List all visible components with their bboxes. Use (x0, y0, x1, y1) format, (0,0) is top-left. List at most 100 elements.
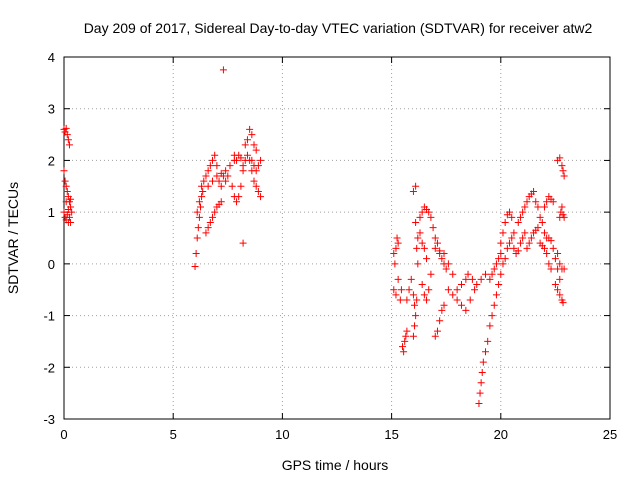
data-point (479, 358, 487, 366)
data-point (416, 229, 424, 237)
data-point (243, 136, 251, 144)
data-point (519, 208, 527, 216)
data-point (407, 275, 415, 283)
data-point (204, 167, 212, 175)
y-axis-label: SDTVAR / TECUs (5, 182, 21, 294)
data-point (397, 286, 405, 294)
data-point (534, 224, 542, 232)
data-point (250, 141, 258, 149)
data-point (449, 291, 457, 299)
data-point (62, 182, 70, 190)
y-tick-label: 0 (48, 257, 55, 272)
data-point (211, 208, 219, 216)
data-point (254, 162, 262, 170)
data-point (540, 244, 548, 252)
x-tick-label: 10 (275, 427, 289, 442)
data-point (547, 237, 555, 245)
data-point (440, 301, 448, 309)
data-point (427, 270, 435, 278)
data-point (193, 234, 201, 242)
data-point (414, 234, 422, 242)
data-point (65, 141, 73, 149)
y-tick-label: -3 (43, 412, 55, 427)
data-point (499, 229, 507, 237)
data-point (192, 250, 200, 258)
data-point (497, 270, 505, 278)
data-point (453, 296, 461, 304)
data-point (431, 234, 439, 242)
data-point (468, 275, 476, 283)
data-point (241, 141, 249, 149)
data-point (521, 203, 529, 211)
data-point (444, 260, 452, 268)
data-point (423, 255, 431, 263)
data-point (501, 255, 509, 263)
data-point (396, 296, 404, 304)
y-tick-label: -2 (43, 360, 55, 375)
data-point (551, 255, 559, 263)
data-point (412, 312, 420, 320)
data-point (61, 177, 69, 185)
data-point (558, 162, 566, 170)
data-point (248, 156, 256, 164)
data-point (233, 156, 241, 164)
data-point (510, 229, 518, 237)
data-point (490, 265, 498, 273)
data-point (413, 296, 421, 304)
axis-ticks: 0 5 10 15 20 25 -3 -2 -1 0 1 2 3 4 (43, 50, 617, 442)
data-point (549, 244, 557, 252)
data-point (476, 389, 484, 397)
data-point (248, 131, 256, 139)
data-point (239, 239, 247, 247)
data-point (65, 213, 73, 221)
data-point (394, 275, 402, 283)
data-point (560, 172, 568, 180)
data-point (235, 193, 243, 201)
x-tick-label: 20 (494, 427, 508, 442)
y-tick-label: 3 (48, 102, 55, 117)
data-point (475, 399, 483, 407)
data-point (492, 260, 500, 268)
data-point (254, 187, 262, 195)
data-point (545, 260, 553, 268)
data-point (510, 244, 518, 252)
data-point (556, 154, 564, 162)
data-point (473, 281, 481, 289)
data-point (209, 177, 217, 185)
data-point (250, 177, 258, 185)
plot-frame (63, 56, 611, 420)
data-point (246, 125, 254, 133)
data-point (62, 124, 70, 132)
data-point (64, 136, 72, 144)
data-point (519, 234, 527, 242)
data-point (530, 187, 538, 195)
data-point (499, 260, 507, 268)
data-point (198, 182, 206, 190)
data-point (433, 239, 441, 247)
data-point (405, 286, 413, 294)
data-point (501, 218, 509, 226)
x-tick-label: 5 (170, 427, 177, 442)
data-point (551, 281, 559, 289)
x-axis-label: GPS time / hours (282, 457, 389, 473)
data-point (403, 327, 411, 335)
data-point (67, 195, 75, 203)
data-point (409, 332, 417, 340)
data-point (252, 146, 260, 154)
data-point (484, 337, 492, 345)
data-point (438, 306, 446, 314)
chart-title: Day 209 of 2017, Sidereal Day-to-day VTE… (84, 20, 593, 36)
data-point (497, 239, 505, 247)
data-point (237, 154, 245, 162)
data-point (431, 244, 439, 252)
data-point (390, 286, 398, 294)
data-point (403, 296, 411, 304)
data-point (213, 162, 221, 170)
data-point (556, 291, 564, 299)
data-point (193, 208, 201, 216)
data-point (393, 234, 401, 242)
data-point (486, 275, 494, 283)
data-point (540, 203, 548, 211)
data-point (436, 247, 444, 255)
data-point (488, 270, 496, 278)
